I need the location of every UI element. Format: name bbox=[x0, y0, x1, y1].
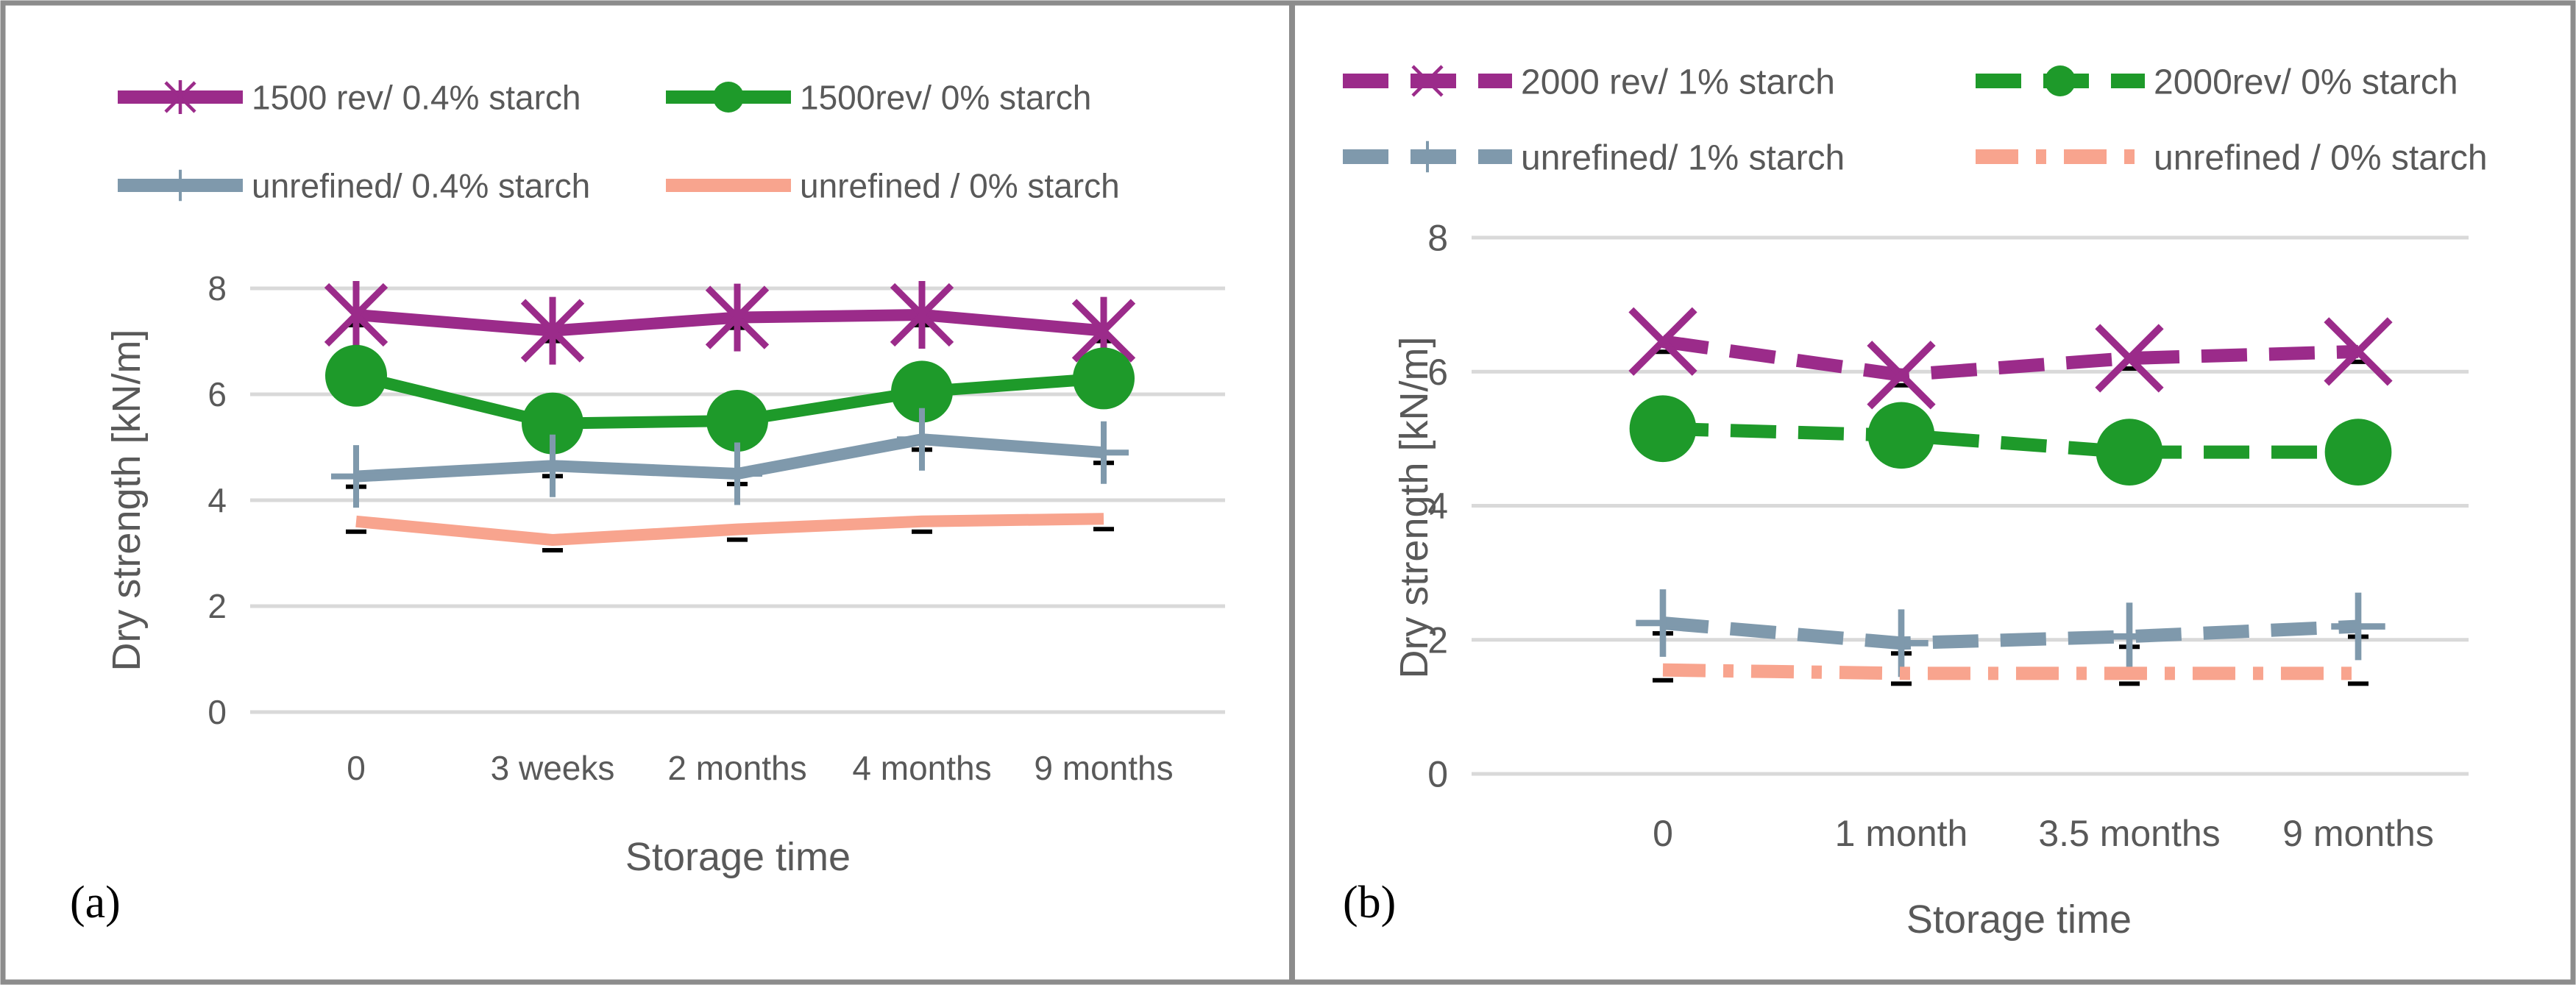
y-axis-title: Dry strength [kN/m] bbox=[104, 329, 149, 671]
x-axis-title: Storage time bbox=[625, 835, 851, 879]
legend-marker bbox=[713, 82, 744, 113]
legend-entry: 1500 rev/ 0.4% starch bbox=[118, 79, 581, 117]
legend-label: 2000 rev/ 1% starch bbox=[1521, 63, 1835, 102]
y-tick-label: 4 bbox=[207, 481, 227, 519]
y-tick-label: 8 bbox=[207, 269, 227, 307]
legend-marker bbox=[164, 80, 196, 114]
x-tick-label: 4 months bbox=[852, 749, 991, 787]
data-point bbox=[891, 360, 953, 423]
data-point bbox=[2324, 419, 2392, 486]
x-tick-label: 0 bbox=[347, 749, 366, 787]
y-tick-label: 8 bbox=[1427, 218, 1448, 259]
data-point bbox=[2096, 419, 2163, 486]
data-point bbox=[1629, 395, 1697, 463]
legend-entry: 1500rev/ 0% starch bbox=[666, 79, 1091, 117]
data-point bbox=[2331, 592, 2385, 661]
data-point bbox=[1079, 421, 1129, 484]
data-point bbox=[528, 434, 578, 497]
panel-a-label: (a) bbox=[70, 878, 121, 928]
data-point bbox=[324, 281, 388, 349]
legend-label: 1500rev/ 0% starch bbox=[800, 79, 1091, 117]
x-axis-title: Storage time bbox=[1906, 897, 2132, 942]
data-point bbox=[2095, 324, 2164, 393]
data-point bbox=[1867, 402, 1935, 469]
legend-entry: 2000rev/ 0% starch bbox=[1976, 63, 2458, 102]
legend-label: unrefined/ 1% starch bbox=[1521, 138, 1845, 177]
data-point bbox=[897, 408, 947, 471]
series-line bbox=[1662, 616, 2359, 650]
y-tick-label: 0 bbox=[207, 693, 227, 731]
y-tick-label: 6 bbox=[1427, 352, 1448, 393]
data-point bbox=[1073, 347, 1135, 410]
legend-marker bbox=[168, 169, 193, 202]
data-point bbox=[331, 445, 381, 508]
y-tick-label: 2 bbox=[1427, 619, 1448, 661]
legend-label: 2000rev/ 0% starch bbox=[2154, 63, 2458, 102]
legend-marker bbox=[2045, 65, 2076, 96]
legend-label: 1500 rev/ 0.4% starch bbox=[252, 79, 581, 117]
data-point bbox=[712, 442, 762, 505]
x-tick-label: 1 month bbox=[1835, 813, 1968, 854]
panel-b: 0 2 4 6 8 0 1 month 3.5 months 9 months Storage t… bbox=[1343, 63, 2488, 942]
series-line bbox=[1662, 422, 2358, 459]
legend-label: unrefined / 0% starch bbox=[2154, 138, 2488, 177]
x-tick-label: 3 weeks bbox=[491, 749, 615, 787]
legend-marker bbox=[1415, 141, 1440, 173]
legend-entry: 2000 rev/ 1% starch bbox=[1343, 63, 1835, 102]
legend-entry: unrefined/ 0.4% starch bbox=[118, 167, 590, 205]
data-point bbox=[1867, 341, 1936, 410]
x-tick-label: 9 months bbox=[2282, 813, 2434, 854]
data-point bbox=[325, 344, 387, 407]
legend-marker bbox=[1411, 65, 1444, 97]
data-point bbox=[706, 390, 768, 452]
panel-b-label: (b) bbox=[1343, 878, 1396, 928]
data-point bbox=[1636, 589, 1690, 657]
series-line bbox=[355, 513, 1104, 546]
data-point bbox=[522, 392, 583, 455]
y-tick-label: 6 bbox=[207, 375, 227, 413]
y-axis-title: Dry strength [kN/m] bbox=[1392, 336, 1436, 678]
series-line bbox=[1661, 335, 2359, 382]
data-point bbox=[1628, 307, 1697, 376]
data-point bbox=[2324, 317, 2393, 386]
legend-label: unrefined/ 0.4% starch bbox=[252, 167, 590, 205]
x-tick-label: 0 bbox=[1653, 813, 1673, 854]
legend-entry: unrefined / 0% starch bbox=[1976, 138, 2488, 177]
x-tick-label: 3.5 months bbox=[2038, 813, 2220, 854]
y-tick-label: 0 bbox=[1427, 754, 1448, 795]
series-line bbox=[1662, 663, 2358, 680]
data-point bbox=[520, 296, 585, 365]
legend-label: unrefined / 0% starch bbox=[800, 167, 1120, 205]
legend-entry: unrefined/ 1% starch bbox=[1343, 138, 1845, 177]
x-tick-label: 9 months bbox=[1034, 749, 1173, 787]
panel-a: 0 2 4 6 8 0 3 weeks 2 months 4 months 9 months Sto… bbox=[104, 79, 1225, 879]
data-point bbox=[1874, 609, 1929, 678]
data-point bbox=[890, 281, 954, 349]
legend-entry: unrefined / 0% starch bbox=[666, 167, 1120, 205]
data-point bbox=[2102, 602, 2157, 671]
x-tick-label: 2 months bbox=[667, 749, 806, 787]
y-tick-label: 4 bbox=[1427, 486, 1448, 527]
y-tick-label: 2 bbox=[207, 587, 227, 625]
data-point bbox=[705, 283, 770, 352]
